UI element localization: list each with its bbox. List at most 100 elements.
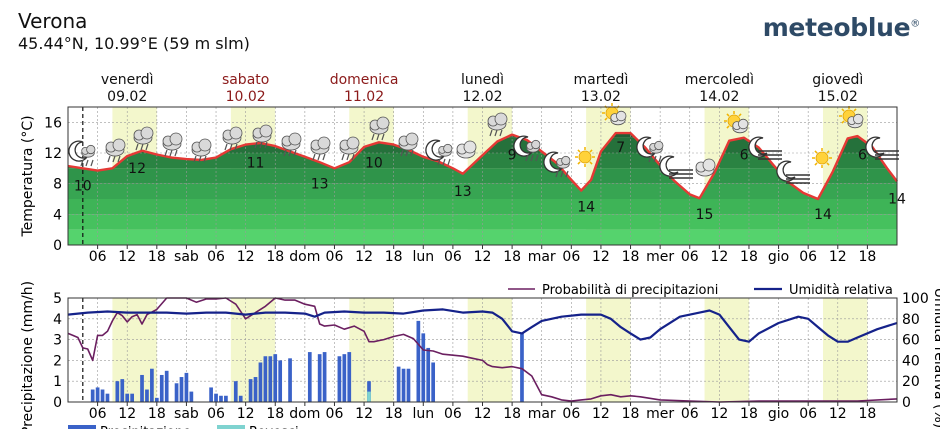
legend-precip-swatch [68, 425, 96, 429]
sun-ray [853, 108, 857, 112]
sun-ray [589, 149, 593, 153]
cloud-part [702, 158, 716, 172]
rain-drop-icon [169, 149, 173, 157]
precip-x-tick-label: gio [768, 406, 789, 422]
humidity-y-tick: 20 [902, 374, 920, 390]
cloud-part [654, 140, 664, 151]
temp-x-tick-label: 18 [503, 249, 521, 265]
humidity-y-tick: 0 [902, 395, 911, 411]
legend-showers-swatch [217, 425, 245, 429]
temp-y-tick: 0 [53, 238, 62, 254]
precipitation-bar [342, 354, 347, 402]
precip-x-tick-label: 06 [326, 406, 344, 422]
precipitation-bar [189, 391, 194, 402]
precipitation-bar [214, 393, 218, 402]
precipitation-bar [224, 395, 228, 402]
precipitation-bar [268, 356, 273, 402]
rain-drop-icon [117, 155, 121, 163]
temperature-label: 14 [577, 199, 595, 215]
temperature-label: 12 [128, 161, 146, 177]
precipitation-bar [164, 370, 169, 402]
sun-ray [577, 149, 581, 153]
day-date: 13.02 [581, 89, 621, 105]
location-name: Verona [18, 9, 88, 33]
precip-x-tick-label: lun [412, 406, 434, 422]
day-name: martedì [573, 72, 628, 88]
temp-x-tick-label: 06 [562, 249, 580, 265]
rain-drop-icon [164, 149, 168, 157]
day-name: venerdì [101, 72, 154, 88]
precipitation-bar [120, 379, 125, 402]
temp-x-tick-label: mer [646, 249, 674, 265]
day-name: domenica [330, 72, 399, 88]
temp-x-tick-label: 12 [710, 249, 728, 265]
precipitation-bar [248, 379, 253, 402]
precipitation-bar [233, 381, 238, 402]
cloud-icon [610, 110, 627, 126]
day-name: lunedì [461, 72, 504, 88]
temperature-band [68, 229, 897, 245]
temp-x-tick-label: 18 [266, 249, 284, 265]
precip-plot-frame [67, 297, 898, 403]
rain-drop-icon [658, 155, 662, 163]
precipitation-bar [406, 368, 411, 402]
rain-drop-icon [499, 129, 503, 137]
sun-ray [589, 161, 593, 165]
cloud-icon [456, 140, 477, 159]
rain-drop-icon [193, 155, 197, 163]
precipitation-bar [140, 374, 144, 402]
precipitation-bar [288, 358, 292, 402]
rain-drop-icon [198, 155, 202, 163]
temp-x-tick-label: 12 [592, 249, 610, 265]
meteoblue-logo[interactable]: meteoblue® [763, 13, 921, 42]
cloud-part [531, 139, 541, 150]
temperature-label: 10 [365, 155, 383, 171]
sun-ray [826, 162, 830, 166]
rain-drop-icon [351, 153, 355, 161]
temp-x-tick-label: gio [768, 249, 789, 265]
rain-drop-icon [254, 141, 258, 149]
sun-ray [814, 150, 818, 154]
temp-x-tick-label: 18 [148, 249, 166, 265]
precipitation-bar [273, 354, 278, 402]
precipitation-bar [317, 354, 322, 402]
day-date: 10.02 [226, 89, 266, 105]
rain-drop-icon [203, 155, 207, 163]
precip-y-tick: 5 [53, 291, 62, 307]
precipitation-bar [431, 362, 436, 402]
temp-x-tick-label: lun [412, 249, 434, 265]
rain-drop-icon [174, 149, 178, 157]
temperature-label: 14 [814, 207, 832, 223]
temp-x-tick-label: 18 [858, 249, 876, 265]
cloud-icon [191, 138, 212, 157]
precipitation-bar [174, 383, 179, 402]
cloud-icon [526, 139, 541, 153]
rain-drop-icon [489, 129, 493, 137]
legend-showers-label: Rovesci [249, 425, 299, 429]
rain-drop-icon [535, 154, 539, 162]
cloud-icon [438, 143, 453, 157]
moon-icon [425, 139, 445, 161]
precip-x-tick-label: sab [174, 406, 199, 422]
rain-drop-icon [234, 143, 238, 151]
day-date: 09.02 [107, 89, 147, 105]
rain-drop-icon [107, 155, 111, 163]
precipitation-bar [125, 393, 130, 402]
rain-drop-icon [555, 170, 559, 178]
cloud-part [229, 126, 243, 140]
moon-icon [865, 136, 885, 158]
precip-x-tick-label: 18 [740, 406, 758, 422]
moon-icon [513, 135, 533, 157]
temp-x-tick-label: 12 [237, 249, 255, 265]
temp-x-tick-label: 12 [355, 249, 373, 265]
precip-x-tick-label: 18 [858, 406, 876, 422]
rain-drop-icon [525, 154, 529, 162]
precip-x-tick-label: 18 [148, 406, 166, 422]
precip-y-tick: 2 [53, 353, 62, 369]
precip-x-tick-label: 18 [385, 406, 403, 422]
rain-drop-icon [653, 155, 657, 163]
precip-y-tick: 3 [53, 333, 62, 349]
cloud-part [853, 113, 864, 125]
moon-icon [543, 151, 563, 173]
moon-icon [659, 155, 679, 177]
